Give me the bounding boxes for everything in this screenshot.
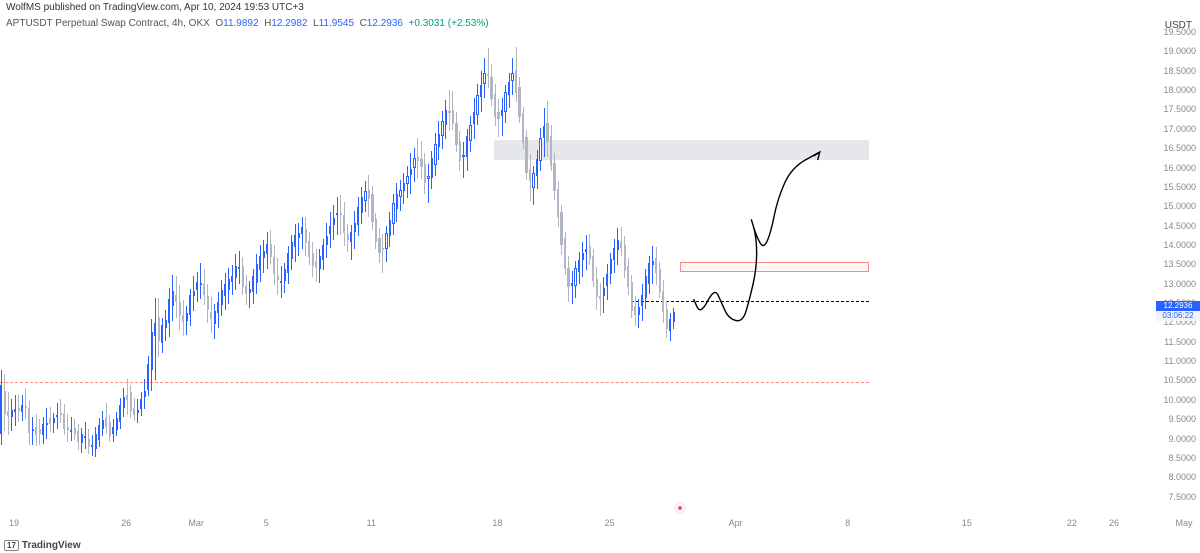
logo-mark-icon: 17 [4,540,19,551]
y-tick-label: 11.0000 [1164,356,1196,366]
chart-root: WolfMS published on TradingView.com, Apr… [0,0,1200,553]
ohlc-close: 12.2936 [367,18,403,29]
x-tick-label: 8 [845,518,850,528]
projection-arrow[interactable] [0,32,1156,516]
x-tick-label: Mar [188,518,204,528]
ohlc-open: 11.9892 [223,18,258,29]
x-axis: 1926Mar5111825Apr8152226May613 [0,516,1156,536]
y-tick-label: 10.5000 [1163,375,1196,385]
y-tick-label: 11.5000 [1164,337,1196,347]
y-tick-label: 9.5000 [1168,414,1196,424]
x-tick-label: 11 [367,518,376,528]
publish-text: WolfMS published on TradingView.com, Apr… [6,2,304,13]
y-tick-label: 19.5000 [1163,27,1196,37]
x-tick-label: Apr [729,518,743,528]
y-axis: 19.500019.000018.500018.000017.500017.00… [1156,32,1200,516]
x-tick-label: 5 [264,518,269,528]
x-tick-label: May [1176,518,1193,528]
y-tick-label: 17.5000 [1163,104,1196,114]
y-tick-label: 19.0000 [1163,46,1196,56]
y-tick-label: 7.5000 [1168,492,1196,502]
y-tick-label: 9.0000 [1168,434,1196,444]
y-tick-label: 13.5000 [1163,259,1196,269]
y-tick-label: 14.0000 [1163,240,1196,250]
ohlc-low: 11.9545 [319,18,354,29]
symbol-info: APTUSDT Perpetual Swap Contract, 4h, OKX… [6,18,489,29]
x-tick-label: 26 [121,518,131,528]
y-tick-label: 13.0000 [1163,279,1196,289]
change-abs: +0.3031 [409,18,445,29]
y-tick-label: 16.0000 [1163,163,1196,173]
y-tick-label: 18.0000 [1163,85,1196,95]
y-tick-label: 15.5000 [1163,182,1196,192]
y-tick-label: 8.5000 [1168,453,1196,463]
ohlc-high: 12.2982 [271,18,307,29]
chart-area[interactable] [0,32,1156,516]
y-tick-label: 18.5000 [1163,66,1196,76]
y-tick-label: 10.0000 [1163,395,1196,405]
bar-countdown-tag: 03:06:22 [1156,311,1200,321]
x-tick-label: 25 [605,518,615,528]
publish-banner: WolfMS published on TradingView.com, Apr… [0,0,1200,16]
change-pct: (+2.53%) [448,18,489,29]
last-price-tag: 12.2936 [1156,301,1200,311]
y-tick-label: 17.0000 [1163,124,1196,134]
y-tick-label: 14.5000 [1163,221,1196,231]
x-tick-label: 19 [9,518,19,528]
y-tick-label: 15.0000 [1163,201,1196,211]
y-tick-label: 16.5000 [1163,143,1196,153]
x-tick-label: 18 [492,518,502,528]
x-tick-label: 22 [1067,518,1077,528]
brand-label: TradingView [22,540,81,551]
x-tick-label: 26 [1109,518,1119,528]
event-marker-icon[interactable] [676,504,684,512]
tradingview-logo: 17TradingView [4,540,81,551]
symbol-text: APTUSDT Perpetual Swap Contract, 4h, OKX [6,18,210,29]
y-tick-label: 8.0000 [1168,472,1196,482]
x-tick-label: 15 [962,518,972,528]
